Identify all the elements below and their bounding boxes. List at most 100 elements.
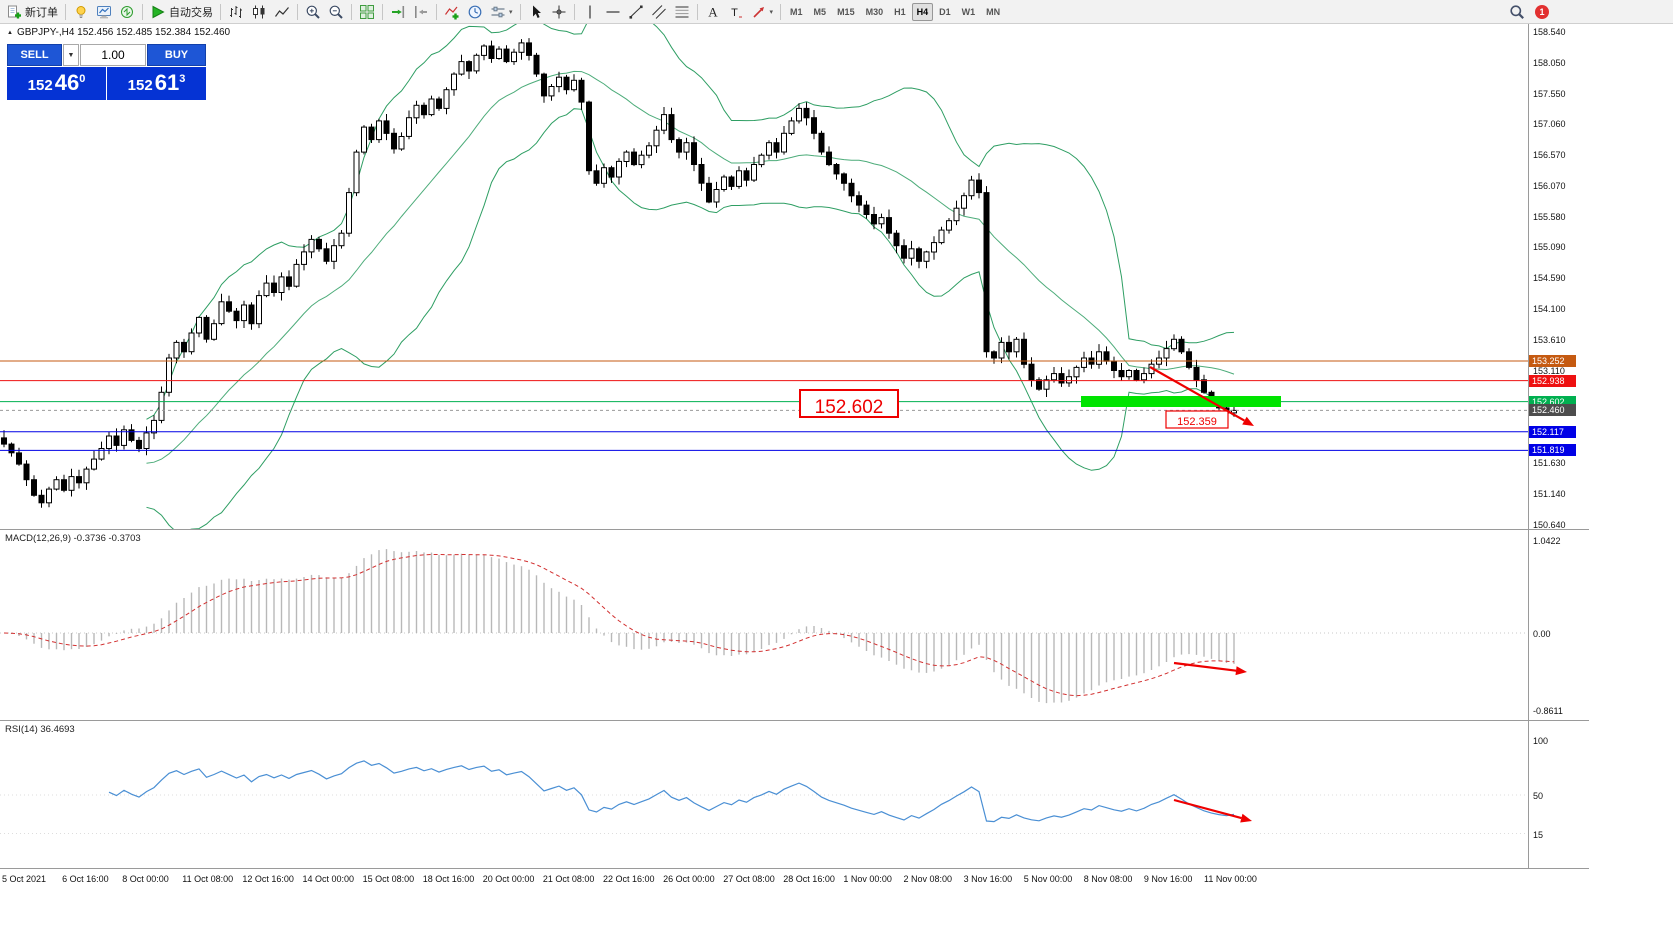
text-button[interactable]: A <box>702 2 724 22</box>
panel-separator[interactable] <box>0 720 1589 721</box>
time-label: 18 Oct 16:00 <box>422 874 475 884</box>
horizontal-line-button[interactable] <box>602 2 624 22</box>
scale-label: 153.110 <box>1533 365 1565 376</box>
profiles-button[interactable] <box>93 2 115 22</box>
sell-button[interactable]: SELL <box>7 44 62 66</box>
zoom-out-button[interactable] <box>325 2 347 22</box>
new-chart-button[interactable] <box>70 2 92 22</box>
bar-chart-button[interactable] <box>225 2 247 22</box>
timeframe-mn-button[interactable]: MN <box>981 3 1005 21</box>
channel-button[interactable] <box>648 2 670 22</box>
sell-price-display[interactable]: 152 46 0 <box>7 67 106 100</box>
chart-marker-icon: ▲ <box>7 29 13 36</box>
linechart-icon <box>275 6 289 17</box>
panel-separator[interactable] <box>0 529 1589 530</box>
auto-scroll-button[interactable] <box>387 2 409 22</box>
cursor-button[interactable] <box>525 2 547 22</box>
crosshair-icon <box>552 5 566 18</box>
price-scale[interactable]: 158.540 158.050 157.550 157.060 156.570 156.0… <box>1529 24 1589 869</box>
scale-label: 157.060 <box>1533 119 1566 130</box>
toolbar-separator <box>142 3 143 20</box>
buy-button[interactable]: BUY <box>147 44 206 66</box>
scale-label: 15 <box>1533 829 1544 840</box>
volume-dropdown-button[interactable]: ▼ <box>63 44 79 66</box>
macd-indicator-panel[interactable] <box>0 530 1528 720</box>
indicator-icon <box>445 6 459 19</box>
scale-label: -0.8611 <box>1533 705 1563 716</box>
toolbar-separator <box>382 3 383 20</box>
toolbar-separator <box>65 3 66 20</box>
indicators-button[interactable] <box>441 2 463 22</box>
time-label: 1 Nov 00:00 <box>843 874 892 884</box>
macd-label: MACD(12,26,9) -0.3736 -0.3703 <box>5 533 141 544</box>
price-scale-border <box>1528 24 1529 869</box>
panel-separator <box>0 868 1589 869</box>
search-icon <box>1510 5 1524 19</box>
one-click-controls: SELL ▼ BUY <box>7 44 206 66</box>
sell-price-big: 46 <box>54 70 80 95</box>
text-icon: A <box>708 4 718 19</box>
tile-windows-button[interactable] <box>356 2 378 22</box>
scale-label: 154.100 <box>1533 304 1566 315</box>
timeframe-h4-button[interactable]: H4 <box>911 2 934 21</box>
price-tag-152.460: 152.460 <box>1529 404 1576 417</box>
line-chart-button[interactable] <box>271 2 293 22</box>
price-tag-152.938: 152.938 <box>1529 374 1576 387</box>
notification-badge[interactable]: 1 <box>1535 5 1549 19</box>
new-order-button[interactable]: 新订单 <box>3 2 61 22</box>
chart-shift-button[interactable] <box>410 2 432 22</box>
volume-input[interactable] <box>80 44 146 66</box>
time-axis[interactable]: 5 Oct 2021 6 Oct 16:00 8 Oct 00:00 11 Oct 0… <box>0 869 1528 893</box>
time-label: 11 Oct 08:00 <box>182 874 234 884</box>
time-label: 28 Oct 16:00 <box>783 874 835 884</box>
clock-icon <box>468 5 482 18</box>
vertical-line-button[interactable] <box>579 2 601 22</box>
time-label: 14 Oct 00:00 <box>302 874 355 884</box>
crosshair-button[interactable] <box>548 2 570 22</box>
buy-price-display[interactable]: 152 61 3 <box>106 67 206 100</box>
trendline-button[interactable] <box>625 2 647 22</box>
candles-icon <box>253 5 265 18</box>
symbol-info: ▲ GBPJPY-,H4 152.456 152.485 152.384 152… <box>7 27 230 38</box>
search-button[interactable] <box>1506 2 1528 22</box>
price-note-large <box>799 389 899 418</box>
tile-icon <box>360 4 374 19</box>
one-click-prices: 152 46 0 152 61 3 <box>7 67 206 100</box>
timeframe-m1-button[interactable]: M1 <box>785 3 808 21</box>
strategy-tester-button[interactable] <box>116 2 138 22</box>
timeframe-m15-button[interactable]: M15 <box>832 3 860 21</box>
svg-text:152.359: 152.359 <box>1177 416 1217 428</box>
channel-icon <box>651 4 666 19</box>
play-icon <box>152 5 165 18</box>
timeframe-m30-button[interactable]: M30 <box>861 3 889 21</box>
candlestick-button[interactable] <box>248 2 270 22</box>
trend-arrow <box>1242 416 1254 426</box>
periods-button[interactable] <box>464 2 486 22</box>
vline-icon <box>588 5 591 18</box>
timeframe-m5-button[interactable]: M5 <box>809 3 832 21</box>
toolbar-separator <box>696 3 698 20</box>
auto-trading-button[interactable]: 自动交易 <box>147 2 216 22</box>
time-label: 20 Oct 00:00 <box>482 874 535 884</box>
label-button[interactable]: T <box>725 2 747 22</box>
autoscroll-icon <box>392 5 405 18</box>
rsi-indicator-panel[interactable] <box>0 721 1528 868</box>
monitor-icon <box>97 5 111 18</box>
zoom-in-button[interactable] <box>302 2 324 22</box>
timeframe-w1-button[interactable]: W1 <box>957 3 981 21</box>
rsi-line <box>108 760 1235 823</box>
arrows-button[interactable]: ▾ <box>748 2 777 22</box>
time-label: 5 Nov 00:00 <box>1023 874 1073 884</box>
timeframe-d1-button[interactable]: D1 <box>934 3 956 21</box>
time-label: 12 Oct 16:00 <box>242 874 294 884</box>
templates-button[interactable]: ▾ <box>487 2 516 22</box>
fibonacci-button[interactable] <box>671 2 693 22</box>
price-tag-153.252: 153.252 <box>1529 354 1576 367</box>
scale-label: 154.590 <box>1533 273 1566 284</box>
zoom-out-icon <box>329 5 343 19</box>
price-chart-panel[interactable]: 152.602 152.359 <box>0 24 1528 529</box>
labelT-icon: T <box>731 7 742 19</box>
timeframe-h1-button[interactable]: H1 <box>889 3 911 21</box>
